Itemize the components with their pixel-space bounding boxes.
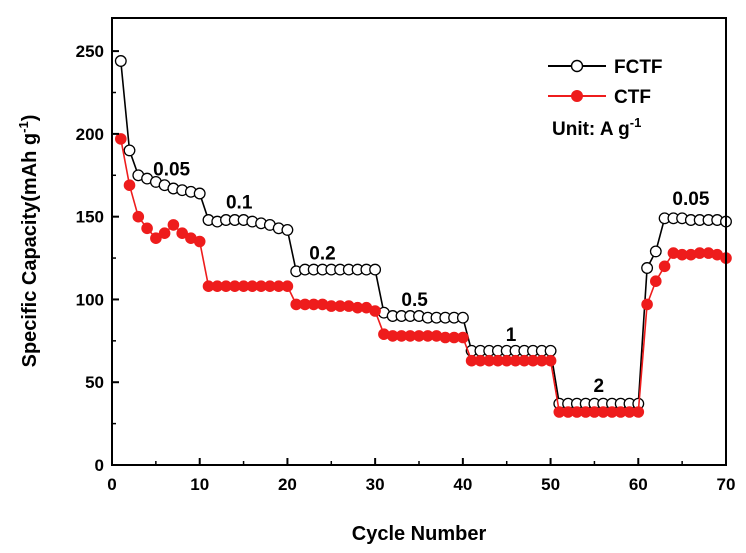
point-fctf — [456, 311, 469, 324]
x-tick-label: 10 — [190, 475, 209, 494]
point-ctf — [544, 354, 557, 367]
rate-annotation: 2 — [594, 376, 605, 397]
x-tick-label: 50 — [541, 475, 560, 494]
point-fctf — [544, 344, 557, 357]
point-ctf — [641, 298, 653, 311]
point-fctf — [114, 55, 127, 67]
y-tick-label: 200 — [76, 125, 104, 144]
legend-item-fctf: FCTF — [548, 57, 663, 78]
unit-label-sup: -1 — [630, 115, 642, 130]
legend-item-ctf: CTF — [548, 87, 651, 108]
point-ctf — [150, 232, 162, 244]
legend-label-fctf: FCTF — [614, 57, 663, 78]
point-ctf — [176, 227, 188, 239]
y-axis-title-sup: -1 — [16, 121, 31, 133]
point-ctf — [115, 133, 127, 145]
point-fctf — [123, 144, 136, 157]
rate-annotation: 0.05 — [153, 159, 190, 180]
y-axis-title: Specific Capacity(mAh g-1) — [16, 115, 41, 368]
ticks-layer: 0 10 20 30 40 50 60 70 0 50 100 150 200 250 — [76, 42, 736, 494]
unit-label: Unit: A g-1 — [552, 115, 641, 140]
legend: FCTF CTF Unit: A g-1 — [548, 57, 663, 140]
point-ctf — [281, 280, 294, 293]
y-tick-label: 100 — [76, 290, 104, 309]
rate-annotation: 0.5 — [401, 290, 428, 311]
x-tick-label: 30 — [366, 475, 385, 494]
rate-annotation: 1 — [506, 325, 517, 346]
series-layer — [114, 55, 732, 418]
y-tick-label: 150 — [76, 208, 104, 227]
point-ctf — [650, 275, 662, 288]
y-axis-title-main: Specific Capacity(mAh g — [19, 133, 41, 368]
point-ctf — [193, 235, 206, 248]
annotations: 0.05 0.1 0.2 0.5 1 2 0.05 — [153, 159, 710, 397]
point-fctf — [369, 263, 382, 276]
y-tick-label: 0 — [95, 456, 104, 475]
point-ctf — [132, 210, 145, 223]
point-ctf — [369, 305, 381, 317]
x-tick-label: 20 — [278, 475, 297, 494]
rate-annotation: 0.05 — [672, 189, 709, 210]
y-axis-title-close: ) — [19, 115, 41, 122]
point-fctf — [193, 187, 206, 200]
point-ctf — [158, 227, 171, 239]
y-tick-label: 50 — [85, 373, 104, 392]
point-ctf — [457, 331, 469, 344]
legend-label-ctf: CTF — [614, 87, 651, 108]
series-line-ctf — [120, 138, 727, 413]
point-fctf — [649, 245, 662, 258]
point-ctf — [632, 406, 645, 418]
series-line-fctf — [120, 60, 727, 405]
legend-marker-fctf — [570, 59, 584, 73]
x-tick-label: 0 — [107, 475, 116, 494]
rate-annotation: 0.1 — [226, 192, 253, 213]
point-ctf — [123, 179, 136, 191]
point-ctf — [167, 219, 180, 231]
x-tick-label: 60 — [629, 475, 648, 494]
unit-label-main: Unit: A g — [552, 119, 630, 140]
rate-annotation: 0.2 — [309, 244, 335, 265]
y-tick-label: 250 — [76, 42, 104, 61]
point-fctf — [281, 223, 294, 236]
x-axis-title: Cycle Number — [352, 523, 487, 545]
x-tick-label: 70 — [717, 475, 736, 494]
point-ctf — [141, 222, 153, 235]
x-tick-label: 40 — [453, 475, 472, 494]
point-ctf — [658, 260, 671, 273]
legend-marker-ctf — [571, 90, 583, 102]
point-fctf — [641, 262, 654, 274]
